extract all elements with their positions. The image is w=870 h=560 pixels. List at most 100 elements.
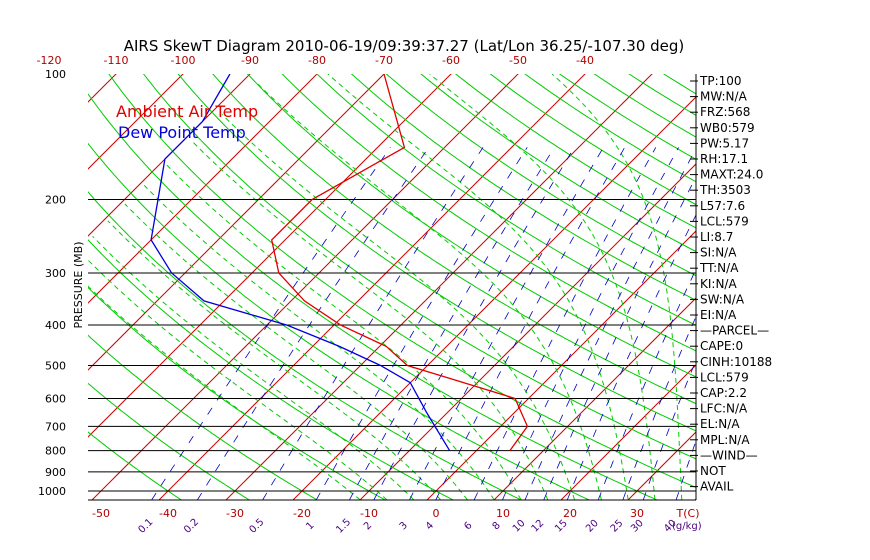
isotherm-line (225, 74, 653, 500)
isotherm-line (560, 364, 696, 500)
dry-adiabat-line (88, 431, 182, 500)
mixing-ratio-label: 0.1 (136, 517, 155, 536)
x-unit-label: T(C) (676, 507, 700, 520)
stat-item: WB0:579 (700, 121, 755, 135)
y-tick-label: 1000 (38, 485, 66, 498)
isotherm-line (158, 74, 586, 500)
y-tick-label: 700 (45, 420, 66, 433)
moist-adiabat-line (191, 140, 549, 500)
legend-label-air-temp: Ambient Air Temp (116, 102, 258, 121)
stat-item: LCL:579 (700, 370, 749, 384)
mixing-ratio-label: 0.5 (247, 517, 266, 536)
stat-item: FRZ:568 (700, 105, 750, 119)
dry-adiabat-line (88, 93, 657, 500)
x-tick-label-bottom: 20 (563, 507, 577, 520)
x-tick-label-top: -70 (375, 54, 393, 67)
x-tick-label-bottom: 10 (496, 507, 510, 520)
legend-label-dew-point: Dew Point Temp (118, 123, 246, 142)
stat-item: MPL:N/A (700, 433, 750, 447)
x-tick-label-top: -100 (171, 54, 196, 67)
mixing-ratio-label: 30 (629, 518, 646, 535)
dry-adiabat-line (820, 65, 870, 500)
moist-adiabat-line (327, 74, 629, 500)
x-tick-label-bottom: 30 (630, 507, 644, 520)
stat-item: TT:N/A (699, 261, 739, 275)
air-temp-line (270, 74, 529, 451)
stat-item: CAPE:0 (700, 339, 743, 353)
dry-adiabat-line (212, 74, 696, 405)
dry-adiabat-line (662, 74, 696, 95)
moist-adiabat-line (551, 74, 683, 500)
dry-adiabat-line (88, 239, 454, 500)
mixing-ratio-label: 8 (491, 520, 503, 532)
y-tick-label: 600 (45, 392, 66, 405)
stat-item: EL:N/A (700, 417, 740, 431)
dry-adiabat-line (281, 74, 696, 352)
mixing-ratio-line (409, 147, 604, 500)
dry-adiabat-line (420, 74, 696, 253)
mixing-ratio-label: 2 (362, 520, 374, 532)
x-tick-label-bottom: -20 (293, 507, 311, 520)
x-tick-label-top: -60 (442, 54, 460, 67)
stat-item: EI:N/A (700, 308, 737, 322)
stat-item: SI:N/A (700, 246, 737, 260)
y-tick-label: 800 (45, 445, 66, 458)
stat-item: PW:5.17 (700, 136, 749, 150)
stat-item: LCL:579 (700, 214, 749, 228)
isobars (88, 74, 697, 501)
stat-item: KI:N/A (700, 277, 737, 291)
y-tick-label: 100 (45, 68, 66, 81)
mixing-ratio-line (262, 147, 484, 500)
stat-item: MAXT:24.0 (700, 168, 763, 182)
mixing-ratio-label: 0.2 (182, 517, 201, 536)
isotherm-line (292, 96, 696, 500)
isotherm-line (0, 55, 1, 502)
mixing-ratio-label: 6 (462, 520, 474, 532)
mixing-ratio-label: 3 (398, 520, 410, 532)
mixing-ratio-label: 20 (584, 518, 601, 535)
dew-point-line (150, 74, 451, 451)
x-tick-label-top: -90 (241, 54, 259, 67)
moist-adiabat-line (143, 185, 495, 500)
chart-title: AIRS SkewT Diagram 2010-06-19/09:39:37.2… (124, 37, 685, 55)
dry-adiabat-line (88, 334, 318, 500)
mixing-ratio-line (435, 147, 626, 500)
stat-item: CAP:2.2 (700, 386, 747, 400)
dry-adiabat-line (88, 191, 522, 500)
isotherm-line (359, 163, 696, 500)
dry-adiabat-line (454, 74, 696, 229)
x-tick-label-top: -120 (37, 54, 62, 67)
x-tick-label-bottom: -30 (226, 507, 244, 520)
mixing-ratio-label: 4 (424, 520, 436, 532)
mixing-ratio-line (473, 147, 657, 500)
dry-adiabat-line (177, 74, 696, 432)
isotherm-line (91, 74, 519, 500)
y-tick-label: 900 (45, 466, 66, 479)
isotherm-line (426, 230, 696, 500)
isotherm-line (760, 55, 870, 502)
isotherm-line (493, 297, 696, 500)
stat-item: AVAIL (700, 480, 734, 494)
dry-adiabat-line (489, 74, 696, 206)
moist-adiabat-line (256, 82, 602, 500)
mixing-ratio-label: 10 (511, 518, 528, 535)
stat-item: TP:100 (699, 74, 742, 88)
stat-item: SW:N/A (700, 292, 745, 306)
isotherm-line (88, 74, 452, 438)
mixing-ratio-label: 25 (609, 518, 626, 535)
isotherm-line (88, 74, 385, 371)
stat-item: TH:3503 (699, 183, 751, 197)
dry-adiabat-line (524, 74, 696, 183)
mixing-ratio-label: 12 (530, 518, 547, 535)
stat-item: RH:17.1 (700, 152, 748, 166)
isotherm-line (88, 74, 318, 304)
dry-adiabat-line (385, 74, 696, 277)
dry-adiabat-line (316, 74, 696, 326)
y-tick-label: 300 (45, 267, 66, 280)
moist-adiabat-line (221, 114, 576, 500)
x-tick-label-bottom: 0 (433, 507, 440, 520)
dry-adiabat-line (752, 65, 870, 500)
mixing-ratio-label: 1 (304, 520, 316, 532)
